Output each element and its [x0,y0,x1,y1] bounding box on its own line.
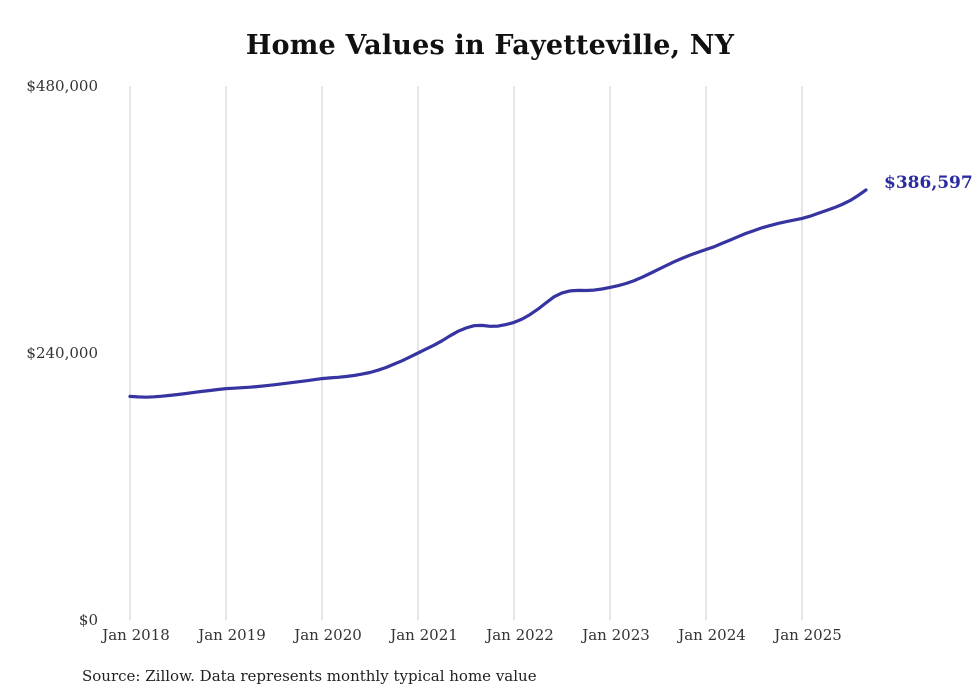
y-axis-label: $480,000 [26,77,98,95]
x-axis-label: Jan 2025 [774,626,842,644]
x-axis-label: Jan 2024 [678,626,746,644]
latest-value-label: $386,597 [884,173,973,193]
x-axis-label: Jan 2018 [102,626,170,644]
value-line [128,188,868,399]
x-axis-label: Jan 2021 [390,626,458,644]
x-axis-label: Jan 2019 [198,626,266,644]
source-note: Source: Zillow. Data represents monthly … [82,667,537,685]
vertical-gridlines [129,86,803,620]
x-axis-label: Jan 2023 [582,626,650,644]
chart-title: Home Values in Fayetteville, NY [245,30,735,61]
x-axis-label: Jan 2022 [486,626,554,644]
y-axis-label: $0 [78,611,98,629]
y-axis-label: $240,000 [26,344,98,362]
x-axis-label: Jan 2020 [294,626,362,644]
